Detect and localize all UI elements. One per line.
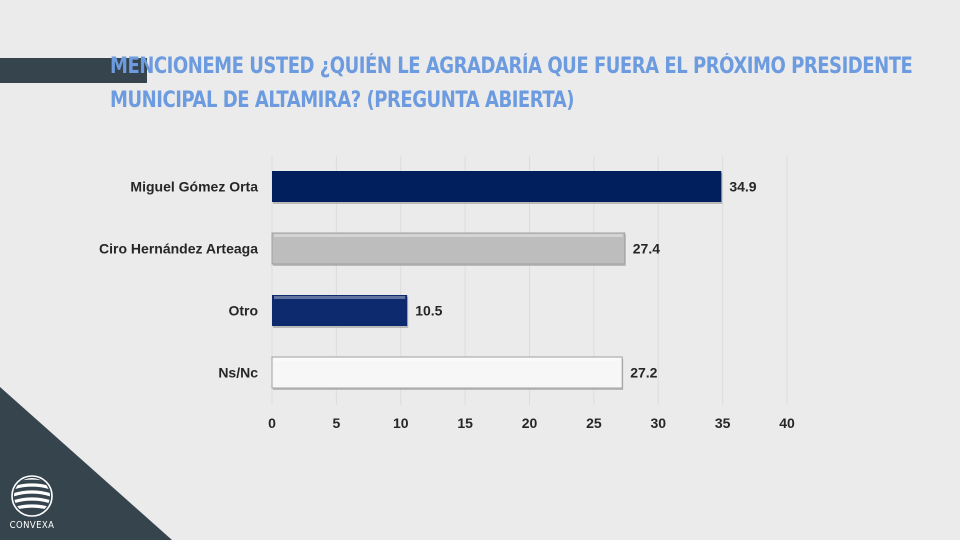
bar-highlight: [274, 296, 406, 299]
value-label: 34.9: [729, 179, 756, 195]
x-axis-ticks: 0 5 10 15 20 25 30 35 40: [268, 415, 795, 431]
value-label: 27.2: [630, 365, 657, 381]
brand-name: CONVEXA: [9, 520, 55, 531]
title-line-2: municipal de Altamira? (pregunta abierta…: [110, 88, 575, 113]
bar-highlight: [274, 358, 621, 361]
x-tick-label: 0: [268, 415, 276, 431]
category-label: Otro: [228, 303, 258, 319]
category-label: Miguel Gómez Orta: [130, 179, 258, 195]
value-label: 10.5: [415, 303, 442, 319]
x-tick-label: 40: [779, 415, 795, 431]
value-label: 27.4: [633, 241, 660, 257]
bar-highlight: [274, 234, 623, 237]
title-banner: [0, 58, 147, 83]
bars: [271, 171, 723, 390]
x-tick-label: 10: [393, 415, 409, 431]
bar: [272, 171, 722, 202]
x-tick-label: 15: [457, 415, 473, 431]
bar: [271, 232, 626, 265]
category-label: Ciro Hernández Arteaga: [99, 241, 258, 257]
x-tick-label: 20: [522, 415, 538, 431]
globe-icon: [11, 475, 53, 517]
x-tick-label: 25: [586, 415, 602, 431]
x-tick-label: 35: [715, 415, 731, 431]
bar: [271, 356, 623, 389]
bar: [272, 295, 408, 326]
category-labels: Miguel Gómez Orta Ciro Hernández Arteaga O…: [99, 179, 258, 381]
category-label: Ns/Nc: [218, 365, 258, 381]
x-tick-label: 30: [650, 415, 666, 431]
x-tick-label: 5: [332, 415, 340, 431]
value-labels: 34.9 27.4 10.5 27.2: [415, 179, 757, 381]
